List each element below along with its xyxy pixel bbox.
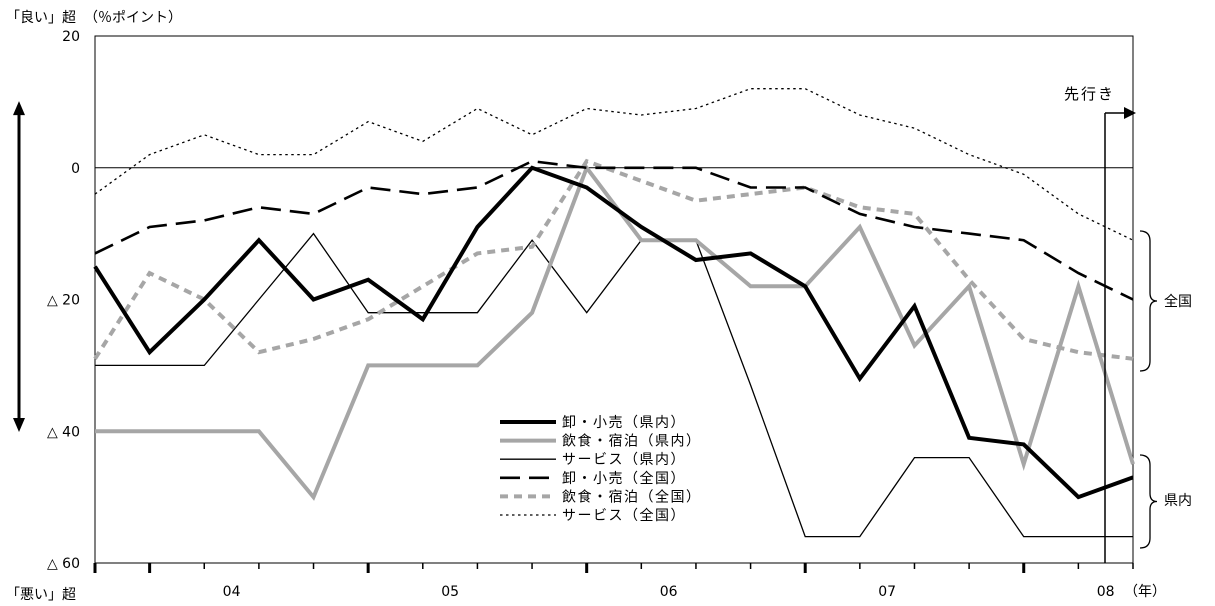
y-tick-label: △ 40: [47, 424, 80, 440]
direction-arrow-down-head: [13, 417, 25, 432]
series-line-4: [94, 159, 1134, 301]
y-tick-label: 0: [71, 161, 80, 177]
bottom-axis-label: 「悪い」超: [6, 587, 76, 603]
legend-label-6: サービス（全国）: [562, 507, 686, 524]
forecast-arrow-head: [1124, 107, 1136, 119]
forecast-label: 先行き: [1064, 85, 1115, 103]
prefecture-brace: [1139, 454, 1158, 549]
series-line-1: [93, 165, 1134, 500]
unit-label: （％ポイント）: [84, 10, 182, 26]
legend-label-5: 飲食・宿泊（全国）: [562, 488, 702, 505]
group-label-national: 全国: [1164, 293, 1192, 310]
y-tick-label: △ 60: [47, 556, 80, 572]
annotation-layer: [13, 101, 1158, 563]
x-year-label: 08: [1097, 584, 1115, 600]
top-axis-label: 「良い」超: [6, 10, 76, 26]
legend-label-4: 卸・小売（全国）: [562, 470, 686, 487]
x-year-label: 04: [223, 584, 241, 600]
y-tick-label: 20: [62, 29, 80, 45]
legend: 卸・小売（県内） 飲食・宿泊（県内） サービス（県内） 卸・小売（全国）飲食・宿泊（全…: [500, 415, 702, 524]
x-year-label: 05: [441, 584, 459, 600]
series-line-5: [93, 158, 1134, 361]
group-label-prefecture: 県内: [1164, 493, 1192, 509]
legend-label-1: 卸・小売（県内）: [562, 415, 686, 431]
national-brace: [1139, 230, 1158, 372]
x-year-label: 06: [660, 584, 678, 600]
direction-arrow-up-head: [13, 101, 25, 116]
legend-label-2: 飲食・宿泊（県内）: [562, 433, 702, 450]
series-line-2: [95, 163, 1135, 501]
x-unit-label: （年）: [1124, 584, 1166, 600]
series-line-3: [95, 232, 1133, 538]
legend-label-3: サービス（県内）: [562, 452, 686, 468]
x-year-label: 07: [878, 584, 896, 600]
series-layer: [93, 88, 1135, 538]
axis-layer: 20 0 △ 20 △ 40 △ 60 04 05 06 07 08: [47, 29, 1134, 600]
series-line-6: [94, 88, 1134, 241]
y-tick-label: △ 20: [47, 293, 80, 309]
